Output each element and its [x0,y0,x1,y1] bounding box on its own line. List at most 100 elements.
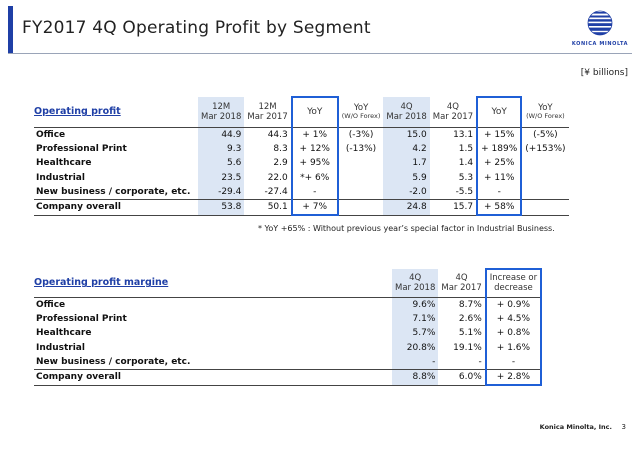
spacer-cell [198,355,392,370]
table-cell: + 189% [476,141,523,157]
table-cell [338,156,384,170]
spacer-cell [198,312,392,326]
col-12m-2017: 12M Mar 2017 [244,97,292,128]
table-cell: 15.0 [383,127,430,142]
table-cell: - [290,184,339,200]
col-12m-yoy-wo-forex: YoY (W/O Forex) [337,97,384,128]
table-cell: + 15% [476,127,523,142]
table-row: Office 44.9 44.3 + 1% (-3%) 15.0 13.1 + 15% (-5%… [34,127,569,142]
table-cell: 53.8 [198,198,245,216]
table-cell: 4.2 [383,141,430,157]
table-cell: 5.1% [458,328,482,339]
table-cell: -29.4 [198,184,245,200]
table-cell: (-13%) [345,143,377,154]
table-cell [338,170,384,184]
spacer-cell [198,297,392,312]
unit-label: [¥ billions] [580,68,628,78]
table-cell: 2.9 [273,158,288,169]
spacer-cell [198,269,392,298]
row-label: Office [36,129,66,140]
operating-profit-table: Operating profit 12M Mar 2018 12M Mar 2017… [34,96,569,217]
row-label: Industrial [36,172,85,183]
col-4q-yoy: YoY [476,96,523,128]
spacer-cell [198,340,392,354]
row-label: Office [36,299,66,310]
globe-icon [587,10,613,36]
table-row: Healthcare 5.7% 5.1% + 0.8% [34,326,543,341]
col-4q-yoy-wo-forex: YoY (W/O Forex) [521,97,569,128]
table-cell: + 1.6% [484,340,543,355]
table-cell: - [484,354,543,370]
brand-name: KONICA MINOLTA [571,41,629,47]
table-cell: + 12% [290,141,339,157]
row-label: Professional Print [36,313,127,324]
table-cell: + 1% [290,127,339,142]
table-cell [337,198,384,216]
table-cell: 15.7 [429,198,478,216]
table-cell: 8.3 [273,143,288,154]
col-12m-2018: 12M Mar 2018 [198,97,245,128]
table-cell: + 7% [290,198,339,217]
row-label: Industrial [36,342,85,353]
table-cell: + 0.8% [484,326,543,341]
table-cell: - [478,356,482,367]
title-divider [8,53,632,54]
table-row: Company overall 8.8% 6.0% + 2.8% [34,368,543,387]
table-cell [521,185,568,200]
table-cell: - [476,184,523,200]
table-cell: + 0.9% [484,297,543,312]
table-cell: 7.1% [392,311,439,327]
footer-company: Konica Minolta, Inc. [539,423,612,431]
col-margin-4q-2017: 4Q Mar 2017 [438,269,486,298]
table-cell: (+153%) [525,143,566,154]
operating-margin-heading: Operating profit margine [34,269,198,298]
table-cell: 22.0 [267,172,288,183]
table-cell: 19.1% [453,342,482,353]
col-margin-4q-2018: 4Q Mar 2018 [392,269,439,298]
table-cell: 23.5 [198,170,245,185]
table-row: Industrial 20.8% 19.1% + 1.6% [34,340,543,355]
table-cell: - [392,354,439,370]
table-cell: 1.4 [458,158,474,169]
table-cell: 9.6% [392,297,439,312]
table-cell: + 4.5% [484,311,543,327]
table-cell: -2.0 [383,184,430,200]
page-number: 3 [621,423,626,431]
table-cell: + 25% [476,156,523,171]
brand-logo: KONICA MINOLTA [570,10,630,47]
table-cell [521,170,568,184]
row-label: Professional Print [36,143,127,154]
table-row: Professional Print 9.3 8.3 + 12% (-13%) 4.2 1.… [34,141,569,157]
table-row: Industrial 23.5 22.0 *+ 6% 5.9 5.3 + 11% [34,170,569,185]
table-cell: 6.0% [438,368,486,386]
table-cell [521,198,569,216]
table-cell: 9.3 [198,141,245,157]
table-cell: 2.6% [458,313,482,324]
table-cell: 20.8% [392,340,439,355]
table-cell: 5.7% [392,326,439,341]
spacer-cell [198,368,392,386]
col-4q-2017: 4Q Mar 2017 [429,97,478,128]
table-cell: 1.7 [383,156,430,171]
table-cell: 5.6 [198,156,245,171]
table-cell [338,185,384,200]
table-row: New business / corporate, etc. -29.4 -27.4… [34,184,569,200]
table-row: New business / corporate, etc. - - - [34,354,543,370]
table-cell: 44.3 [267,129,288,140]
table-cell: (-5%) [533,129,558,140]
table-cell: 44.9 [198,127,245,142]
table-cell: 50.1 [244,198,292,216]
table-row: Professional Print 7.1% 2.6% + 4.5% [34,311,543,327]
title-accent-bar [8,6,13,53]
row-label: New business / corporate, etc. [36,356,191,367]
table-cell: -27.4 [264,186,288,197]
page-title: FY2017 4Q Operating Profit by Segment [22,18,371,38]
operating-margin-table: Operating profit margine 4Q Mar 2018 4Q Ma… [34,268,543,387]
table-cell: (-3%) [348,129,374,140]
table-cell: 8.7% [458,299,482,310]
row-label: New business / corporate, etc. [36,186,191,197]
table-cell [521,156,568,170]
operating-profit-heading: Operating profit [34,97,198,128]
table-cell: + 2.8% [484,368,543,387]
table-row: Healthcare 5.6 2.9 + 95% 1.7 1.4 + 25% [34,156,569,171]
